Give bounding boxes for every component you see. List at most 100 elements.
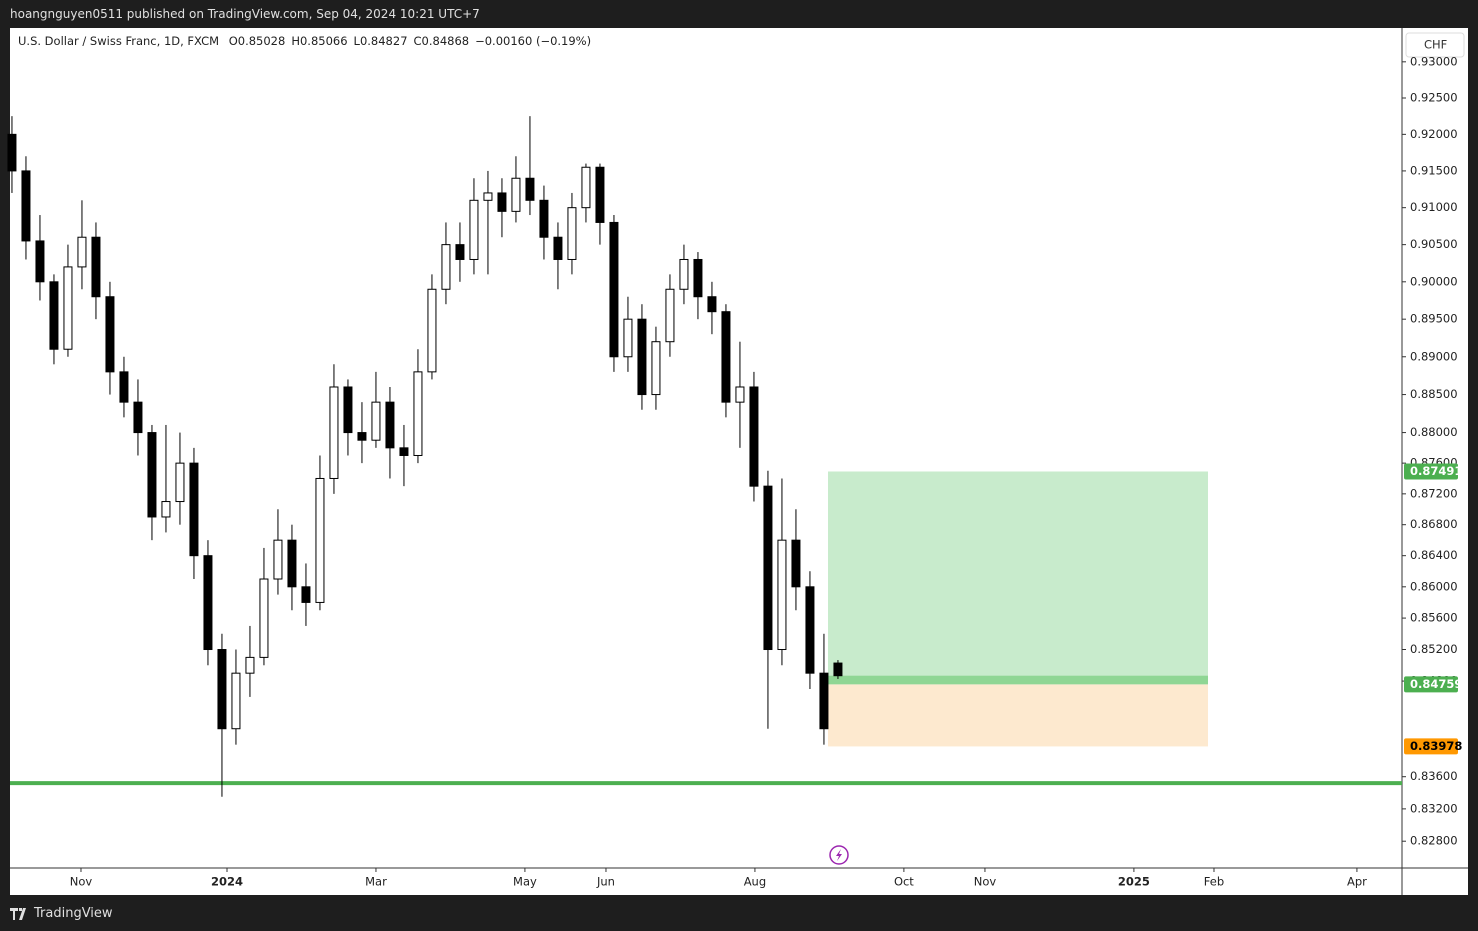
candle-body — [441, 244, 451, 290]
candle-body — [385, 401, 395, 449]
candle-body — [595, 166, 605, 223]
brand-name: TradingView — [34, 906, 113, 921]
candle-body — [749, 386, 759, 487]
publisher-bar: hoangnguyen0511 published on TradingView… — [10, 7, 480, 21]
open-pnl — [828, 675, 1208, 685]
candle-body — [77, 236, 87, 268]
price-label-box — [1404, 676, 1458, 693]
candle-body — [203, 555, 213, 651]
price-label-box — [1404, 738, 1458, 755]
y-tick-label: 0.86000 — [1410, 579, 1458, 593]
candle-body — [147, 432, 157, 518]
candle-body — [217, 649, 227, 730]
candle-body — [161, 501, 171, 518]
candle-body — [665, 288, 675, 343]
x-tick-label: Feb — [1204, 875, 1224, 889]
candle-body — [707, 296, 717, 313]
x-tick-label: Apr — [1347, 875, 1367, 889]
price-label-box — [1404, 463, 1458, 480]
y-tick-label: 0.83200 — [1410, 801, 1458, 815]
candle-body — [245, 656, 255, 674]
candle-body — [287, 539, 297, 588]
candle-body — [413, 371, 423, 456]
candle-body — [679, 258, 689, 290]
candle-body — [833, 662, 843, 677]
y-tick-label: 0.87200 — [1410, 486, 1458, 500]
currency-box[interactable] — [1405, 32, 1465, 58]
candle-body — [371, 401, 381, 441]
candle-body — [7, 133, 17, 172]
currency: CHF — [1424, 38, 1447, 52]
y-tick-label: 0.83600 — [1410, 769, 1458, 783]
y-tick-label: 0.90000 — [1410, 274, 1458, 288]
candle-body — [791, 539, 801, 588]
candle-body — [427, 288, 437, 373]
brand: TradingView — [10, 906, 113, 921]
candle-body — [133, 401, 143, 434]
candle-body — [539, 199, 549, 238]
candle-body — [511, 177, 521, 212]
candle-body — [259, 578, 269, 658]
y-tick-label: 0.86400 — [1410, 548, 1458, 562]
x-tick-label: Nov — [70, 875, 93, 889]
x-tick-label: 2024 — [211, 875, 243, 889]
y-tick-label: 0.90500 — [1410, 237, 1458, 251]
event-icon[interactable] — [829, 845, 849, 865]
loss-zone — [828, 684, 1208, 747]
ohlc-value: 0.84827 — [360, 34, 408, 48]
candle-body — [693, 258, 703, 298]
ohlc-key: H — [291, 34, 300, 48]
candle-body — [581, 166, 591, 209]
logo — [10, 907, 26, 920]
candle-body — [301, 586, 311, 603]
ohlc-value: 0.85028 — [238, 34, 286, 48]
x-tick-label: Mar — [365, 875, 387, 889]
candle-body — [49, 281, 59, 350]
y-tick-label: 0.91000 — [1410, 200, 1458, 214]
candle-body — [231, 672, 241, 730]
price-label: 0.83978 — [1410, 739, 1462, 753]
symbol: U.S. Dollar / Swiss Franc, 1D, FXCM — [18, 34, 219, 48]
candle-body — [119, 371, 129, 403]
candle-body — [399, 447, 409, 456]
candle-body — [721, 311, 731, 403]
change: −0.00160 (−0.19%) — [475, 34, 591, 48]
candle-body — [609, 221, 619, 358]
x-tick-label: Jun — [596, 875, 615, 889]
legend: U.S. Dollar / Swiss Franc, 1D, FXCM O0.8… — [18, 34, 591, 48]
candle-body — [763, 485, 773, 651]
y-tick-label: 0.82800 — [1410, 834, 1458, 848]
candle-body — [35, 240, 45, 283]
y-tick-label: 0.92500 — [1410, 90, 1458, 104]
candle-body — [567, 207, 577, 260]
candle-body — [735, 386, 745, 403]
candle-body — [357, 432, 367, 441]
y-tick-label: 0.92000 — [1410, 127, 1458, 141]
candle-body — [819, 672, 829, 730]
candle-body — [483, 192, 493, 201]
price-label: 0.87491 — [1410, 464, 1462, 478]
candle-body — [343, 386, 353, 434]
candle-body — [189, 462, 199, 557]
x-tick-label: Nov — [974, 875, 997, 889]
ohlc-value: 0.84868 — [422, 34, 470, 48]
ohlc-key: C — [414, 34, 422, 48]
candle-body — [525, 177, 535, 201]
candle-body — [651, 341, 661, 396]
x-tick-label: 2025 — [1118, 875, 1150, 889]
y-tick-label: 0.88000 — [1410, 425, 1458, 439]
x-tick-label: May — [513, 875, 537, 889]
candle-body — [91, 236, 101, 298]
profit-zone — [828, 471, 1208, 685]
y-tick-label: 0.93000 — [1410, 54, 1458, 68]
y-tick-label: 0.85600 — [1410, 611, 1458, 625]
candle-body — [805, 586, 815, 674]
candle-body — [497, 192, 507, 212]
candle-body — [469, 199, 479, 260]
candle-body — [105, 296, 115, 373]
candle-body — [175, 462, 185, 503]
ohlc-value: 0.85066 — [300, 34, 348, 48]
y-tick-label: 0.88500 — [1410, 387, 1458, 401]
